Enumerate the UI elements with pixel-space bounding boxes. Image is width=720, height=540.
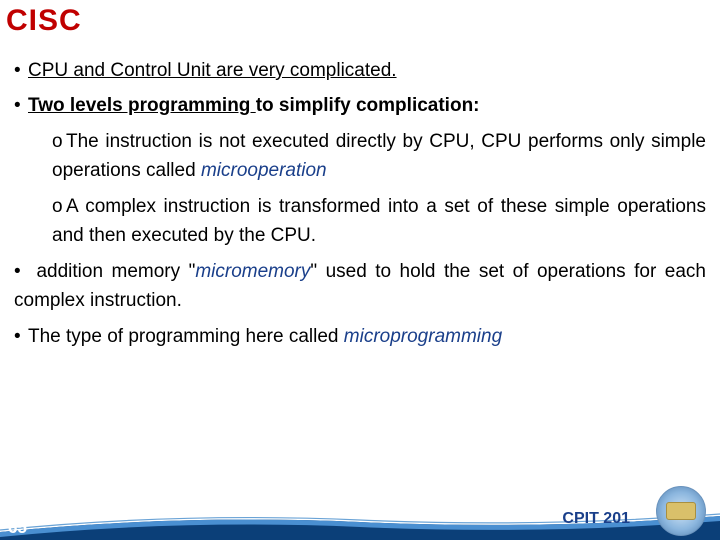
dot-bullet-icon: • — [14, 56, 28, 85]
text-segment: Two levels programming — [28, 95, 256, 116]
page-number: 65 — [8, 518, 27, 538]
circle-bullet-icon: o — [52, 127, 66, 156]
bullet-item: •Two levels programming to simplify comp… — [14, 91, 706, 120]
slide-body: •CPU and Control Unit are very complicat… — [14, 56, 706, 357]
university-logo — [656, 486, 706, 536]
dot-bullet-icon: • — [14, 257, 28, 286]
dot-bullet-icon: • — [14, 91, 28, 120]
dot-bullet-icon: • — [14, 322, 28, 351]
text-segment: microoperation — [201, 160, 327, 181]
bullet-item: • addition memory "micromemory" used to … — [14, 257, 706, 316]
course-code: CPIT 201 — [562, 510, 630, 528]
sub-bullet: oA complex instruction is transformed in… — [14, 192, 706, 251]
text-segment: CPU and Control Unit are very complicate… — [28, 60, 397, 81]
text-segment: addition memory " — [28, 261, 195, 282]
slide-title: CISC — [6, 4, 82, 38]
bullet-item: •CPU and Control Unit are very complicat… — [14, 56, 706, 85]
text-segment: to simplify complication: — [256, 95, 480, 116]
circle-bullet-icon: o — [52, 192, 66, 221]
text-segment: The instruction is not executed directly… — [52, 131, 706, 181]
text-segment: A complex instruction is transformed int… — [52, 196, 706, 246]
slide: CISC •CPU and Control Unit are very comp… — [0, 0, 720, 540]
text-segment: microprogramming — [344, 326, 502, 347]
slide-footer: 65 CPIT 201 — [0, 504, 720, 540]
sub-bullet: oThe instruction is not executed directl… — [14, 127, 706, 186]
bullet-item: •The type of programming here called mic… — [14, 322, 706, 351]
text-segment: micromemory — [195, 261, 310, 282]
text-segment: The type of programming here called — [28, 326, 344, 347]
